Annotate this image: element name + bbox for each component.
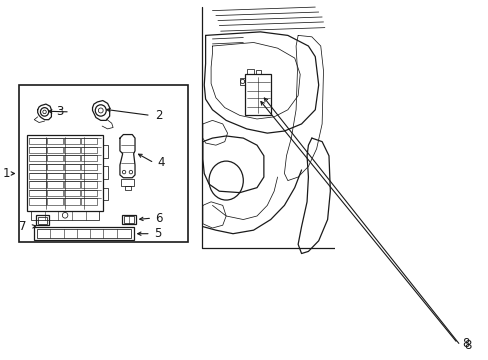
- Bar: [29, 181, 46, 188]
- Bar: [102, 166, 108, 179]
- Bar: [29, 173, 46, 179]
- Bar: [46, 198, 63, 205]
- Bar: [63, 173, 80, 179]
- Bar: [34, 227, 133, 240]
- Bar: [240, 78, 245, 85]
- Bar: [63, 163, 80, 170]
- Bar: [29, 147, 46, 153]
- Text: 3: 3: [56, 105, 63, 118]
- Bar: [63, 147, 80, 153]
- Text: 7: 7: [19, 220, 26, 233]
- Bar: [63, 155, 80, 162]
- Bar: [38, 217, 47, 224]
- Bar: [255, 70, 261, 75]
- Bar: [46, 181, 63, 188]
- Bar: [29, 163, 46, 170]
- Text: 5: 5: [154, 227, 161, 240]
- Bar: [31, 211, 99, 220]
- Bar: [81, 190, 97, 196]
- Text: 6: 6: [155, 212, 163, 225]
- Bar: [124, 216, 133, 223]
- Bar: [29, 198, 46, 205]
- Bar: [81, 163, 97, 170]
- Bar: [102, 145, 108, 158]
- Bar: [63, 181, 80, 188]
- Text: 1: 1: [3, 167, 10, 180]
- Bar: [81, 173, 97, 179]
- Text: 8: 8: [464, 339, 471, 352]
- Bar: [63, 198, 80, 205]
- Bar: [81, 181, 97, 188]
- Bar: [36, 215, 49, 225]
- Bar: [46, 163, 63, 170]
- Bar: [102, 188, 108, 201]
- Text: 8: 8: [462, 337, 469, 350]
- Bar: [46, 138, 63, 144]
- Bar: [121, 179, 133, 186]
- Bar: [247, 69, 254, 75]
- Bar: [63, 190, 80, 196]
- Bar: [46, 147, 63, 153]
- Bar: [125, 186, 131, 190]
- Bar: [46, 190, 63, 196]
- Bar: [81, 198, 97, 205]
- Bar: [63, 138, 80, 144]
- Bar: [37, 229, 131, 238]
- Bar: [29, 138, 46, 144]
- Bar: [27, 135, 102, 211]
- Text: 2: 2: [155, 109, 162, 122]
- Bar: [46, 173, 63, 179]
- Text: 4: 4: [157, 156, 165, 169]
- Bar: [245, 75, 271, 116]
- Bar: [122, 215, 136, 225]
- Bar: [81, 138, 97, 144]
- Bar: [46, 155, 63, 162]
- Bar: [29, 155, 46, 162]
- Bar: [81, 147, 97, 153]
- Bar: [29, 190, 46, 196]
- Bar: [19, 85, 188, 242]
- Bar: [81, 155, 97, 162]
